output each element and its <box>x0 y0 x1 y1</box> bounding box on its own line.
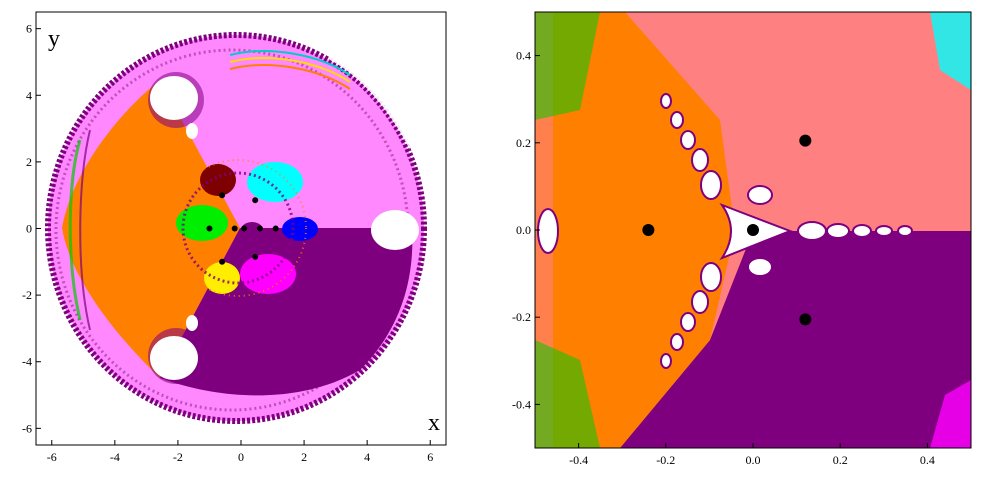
left-root-points <box>206 192 279 265</box>
root-point <box>241 225 248 232</box>
y-tick-label: 0.0 <box>516 223 531 237</box>
y-tick-label: -0.4 <box>512 397 531 411</box>
right-orange-basin <box>535 12 735 448</box>
right-plot-area <box>535 12 971 448</box>
y-tick-label: -6 <box>22 421 32 435</box>
root-point <box>252 253 259 260</box>
x-tick-label: 2 <box>301 450 307 464</box>
right-panel: -0.4 -0.2 0.0 0.2 0.4 0.4 0.2 0.0 -0.2 -0.4 <box>512 11 972 467</box>
orange-basin <box>62 80 240 378</box>
x-tick-label: -6 <box>47 450 57 464</box>
x-tick-label: -0.4 <box>569 453 588 467</box>
white-hole-top <box>150 76 198 120</box>
y-axis-label: y <box>48 26 60 52</box>
left-y-ticks: 6 4 2 0 -2 -4 -6 <box>22 22 41 435</box>
root-point <box>219 258 226 265</box>
x-tick-label: -0.2 <box>656 453 675 467</box>
root-point <box>219 192 226 199</box>
root-point <box>642 224 655 236</box>
y-tick-label: 4 <box>26 88 32 102</box>
left-x-ticks: -6 -4 -2 0 2 4 6 <box>47 440 433 464</box>
root-point <box>206 225 213 232</box>
root-point <box>252 197 259 204</box>
x-tick-label: -4 <box>110 450 120 464</box>
x-tick-label: -2 <box>173 450 183 464</box>
left-plot-area <box>36 12 446 445</box>
x-tick-label: 6 <box>427 450 433 464</box>
cyan-basin <box>247 162 303 202</box>
y-tick-label: 6 <box>26 22 32 36</box>
y-tick-label: 0.2 <box>516 136 531 150</box>
right-x-ticks: -0.4 -0.2 0.0 0.2 0.4 <box>569 443 935 467</box>
root-point <box>272 225 279 232</box>
x-tick-label: 0.2 <box>833 453 848 467</box>
dark-red-basin <box>200 164 236 196</box>
root-point <box>799 134 812 147</box>
root-point <box>747 224 759 236</box>
green-basin <box>176 205 228 241</box>
x-tick-label: 0.0 <box>746 453 761 467</box>
yellow-basin <box>204 262 240 294</box>
root-point <box>231 225 238 232</box>
x-tick-label: 0 <box>238 450 244 464</box>
y-tick-label: 0 <box>26 222 32 236</box>
white-hole-right <box>371 210 419 250</box>
white-hole-bottom <box>150 336 198 380</box>
root-point <box>799 313 812 326</box>
magenta-basin <box>240 254 296 294</box>
right-root-points <box>642 134 812 326</box>
x-tick-label: 0.4 <box>920 453 935 467</box>
x-tick-label: 4 <box>364 450 370 464</box>
right-purple-basin <box>620 231 971 448</box>
x-axis-label: x <box>428 410 440 436</box>
y-tick-label: -2 <box>22 288 32 302</box>
y-tick-label: -0.2 <box>512 310 531 324</box>
y-tick-label: 0.4 <box>516 49 531 63</box>
y-tick-label: -4 <box>22 355 32 369</box>
blue-basin <box>282 217 318 241</box>
left-panel: -6 -4 -2 0 2 4 6 6 4 2 0 -2 -4 -6 y x <box>22 11 447 464</box>
right-y-ticks: 0.4 0.2 0.0 -0.2 -0.4 <box>512 49 540 411</box>
y-tick-label: 2 <box>26 155 32 169</box>
root-point <box>256 225 263 232</box>
outer-rim <box>45 32 427 424</box>
